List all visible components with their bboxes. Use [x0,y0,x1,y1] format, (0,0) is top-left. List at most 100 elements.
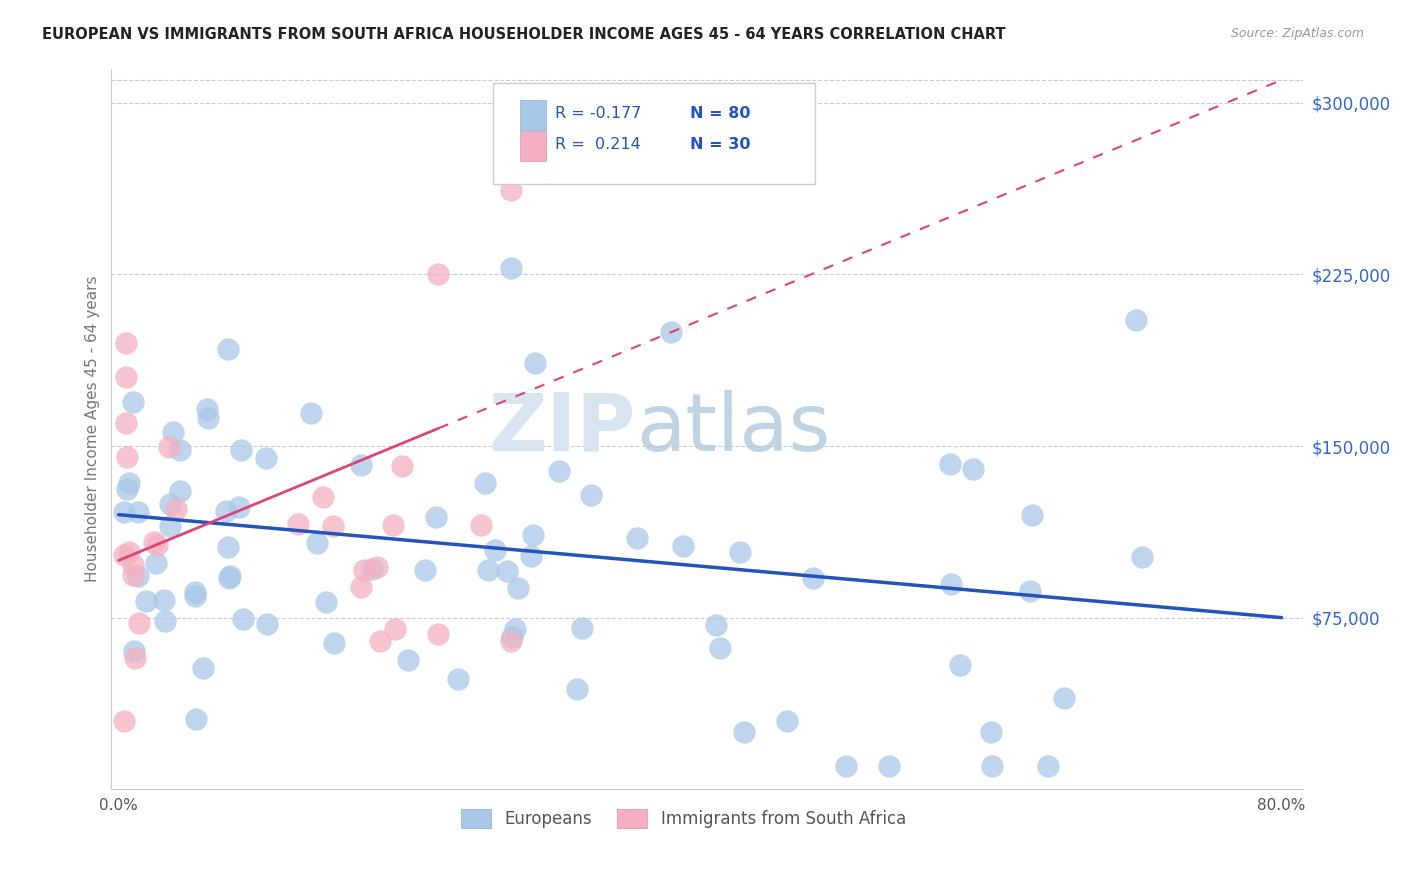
Point [124,650,146,665]
Text: N = 30: N = 30 [689,137,749,153]
Legend: Europeans, Immigrants from South Africa: Europeans, Immigrants from South Africa [454,803,912,835]
Point [169,484,191,499]
Point [217,342,239,356]
Point [218,569,240,583]
Point [382,517,405,532]
Point [396,653,419,667]
Point [184,712,207,726]
Point [127,505,149,519]
Point [366,560,388,574]
Point [470,517,492,532]
Point [1052,690,1074,705]
Point [413,563,436,577]
Point [776,714,799,728]
Point [370,633,392,648]
Point [353,563,375,577]
Point [228,500,250,515]
Point [122,395,145,409]
Point [981,759,1004,773]
Point [287,516,309,531]
Point [114,714,136,728]
Point [1125,313,1147,327]
Point [115,416,138,430]
Point [311,490,333,504]
Point [733,725,755,739]
Point [153,615,176,629]
Bar [520,100,547,129]
Point [962,462,984,476]
Point [115,336,138,351]
Point [117,450,139,465]
Point [425,509,447,524]
Point [218,571,240,585]
Point [501,633,523,648]
Point [169,442,191,457]
Point [143,535,166,549]
Point [1036,759,1059,773]
Point [114,548,136,562]
Point [162,425,184,439]
Y-axis label: Householder Income Ages 45 - 64 years: Householder Income Ages 45 - 64 years [86,276,100,582]
Point [520,549,543,564]
Text: EUROPEAN VS IMMIGRANTS FROM SOUTH AFRICA HOUSEHOLDER INCOME AGES 45 - 64 YEARS C: EUROPEAN VS IMMIGRANTS FROM SOUTH AFRICA… [42,27,1005,42]
Point [301,406,323,420]
Point [501,631,523,645]
Point [360,561,382,575]
Point [122,644,145,658]
Text: atlas: atlas [636,390,831,468]
Point [672,539,695,553]
Point [322,518,344,533]
Point [159,497,181,511]
Text: R =  0.214: R = 0.214 [555,137,641,153]
Point [121,558,143,573]
Point [801,571,824,585]
Point [427,626,450,640]
Point [522,527,544,541]
Point [1130,549,1153,564]
Point [350,458,373,473]
Point [350,580,373,594]
Point [547,464,569,478]
Point [117,482,139,496]
Point [305,535,328,549]
Point [127,569,149,583]
Point [523,355,546,369]
Point [232,612,254,626]
Point [384,622,406,636]
Point [217,540,239,554]
Point [447,672,470,686]
Text: R = -0.177: R = -0.177 [555,106,641,121]
Point [503,622,526,636]
Point [484,542,506,557]
Point [941,577,963,591]
Point [949,657,972,672]
Point [157,440,180,454]
Point [128,616,150,631]
Point [114,505,136,519]
Point [877,759,900,773]
Point [256,616,278,631]
Point [626,532,648,546]
Point [195,402,218,417]
Point [118,475,141,490]
Point [427,268,450,282]
Point [145,538,167,552]
Bar [520,130,547,161]
Point [1018,584,1040,599]
Point [159,519,181,533]
Point [501,260,523,275]
Point [165,501,187,516]
Point [565,681,588,696]
Point [145,556,167,570]
Point [215,504,238,518]
Point [153,593,176,607]
Point [496,564,519,578]
Point [229,442,252,457]
Point [184,585,207,599]
Point [730,545,752,559]
Text: ZIP: ZIP [489,390,636,468]
Point [391,459,413,474]
Text: Source: ZipAtlas.com: Source: ZipAtlas.com [1230,27,1364,40]
Point [122,568,145,582]
Point [581,488,603,502]
